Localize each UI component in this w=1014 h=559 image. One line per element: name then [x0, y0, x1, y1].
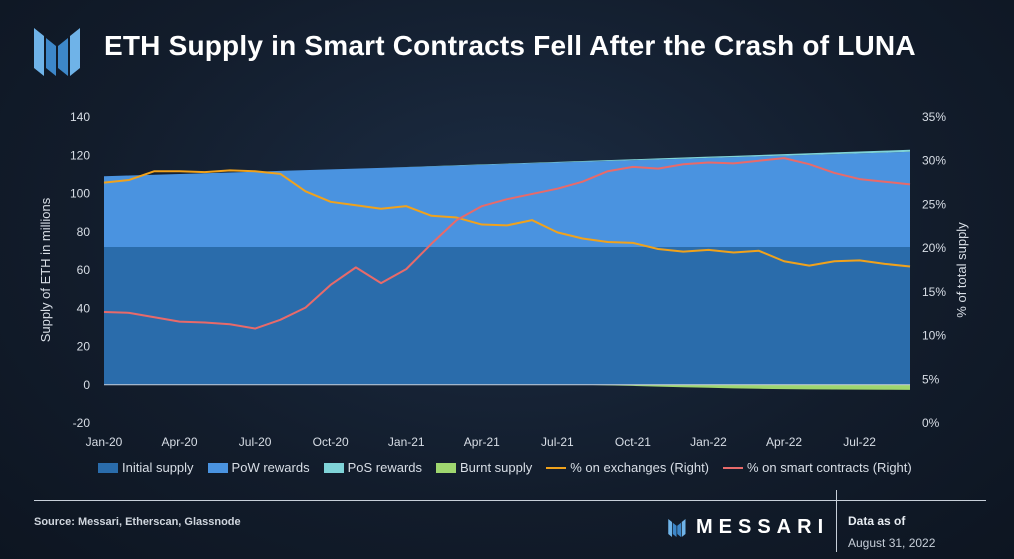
x-tick-label: Oct-21: [615, 435, 651, 449]
y2-tick-label: 0%: [922, 416, 940, 430]
x-tick-label: Jul-21: [541, 435, 574, 449]
y2-axis-label: % of total supply: [954, 222, 969, 318]
legend-swatch: [98, 462, 118, 473]
legend-swatch: [436, 462, 456, 473]
line--on-exchanges-right-: [103, 169, 911, 268]
legend-item: Initial supply: [98, 460, 194, 475]
y2-tick-label: 20%: [922, 241, 946, 255]
legend-swatch: [207, 462, 228, 473]
legend-label: PoS rewards: [347, 460, 422, 475]
chart-legend: Initial supply PoW rewards PoS rewards Burn…: [98, 460, 912, 475]
y2-tick-label: 30%: [922, 154, 946, 168]
legend-label: PoW rewards: [231, 460, 310, 475]
y2-tick-label: 10%: [922, 329, 946, 343]
y2-tick-label: 35%: [922, 110, 946, 124]
y-tick-label: 80: [77, 225, 91, 239]
brand-logo-icon: [668, 518, 686, 537]
page-title: ETH Supply in Smart Contracts Fell After…: [104, 30, 916, 61]
legend-label: Burnt supply: [460, 460, 533, 475]
brand: MESSARI: [668, 516, 829, 539]
chart: 140 120 100 80 60 40 20 0 -20 35% 30% 25% 20% 15% 10% 5…: [38, 110, 969, 449]
y-tick-label: 0: [83, 378, 90, 392]
x-tick-label: Apr-22: [766, 435, 802, 449]
legend-item: % on smart contracts (Right): [723, 460, 912, 475]
x-tick-label: Jan-20: [86, 435, 123, 449]
legend-swatch: [546, 466, 567, 469]
x-tick-label: Apr-20: [162, 435, 198, 449]
legend-label: % on smart contracts (Right): [747, 460, 912, 475]
y-tick-label: 100: [70, 187, 90, 201]
legend-swatch: [323, 462, 344, 473]
y-axis-label: Supply of ETH in millions: [38, 197, 53, 342]
x-tick-label: Jul-22: [843, 435, 876, 449]
source-note: Source: Messari, Etherscan, Glassnode: [34, 516, 241, 528]
y-tick-label: 120: [70, 148, 90, 162]
legend-label: Initial supply: [122, 460, 194, 475]
y2-tick-label: 15%: [922, 285, 946, 299]
legend-item: Burnt supply: [436, 460, 532, 475]
y-tick-label: 40: [77, 301, 91, 315]
x-tick-label: Apr-21: [464, 435, 500, 449]
legend-item: % on exchanges (Right): [546, 460, 709, 475]
y-tick-label: -20: [73, 416, 91, 430]
legend-label: % on exchanges (Right): [570, 460, 710, 475]
area-initial-supply: [104, 247, 910, 385]
footer-divider: [34, 500, 986, 501]
legend-item: PoW rewards: [207, 460, 310, 475]
messari-logo-icon: [34, 28, 80, 76]
y-tick-label: 20: [77, 340, 91, 354]
brand-name: MESSARI: [696, 516, 830, 538]
as-of-date: August 31, 2022: [848, 536, 936, 550]
x-tick-label: Oct-20: [313, 435, 349, 449]
y-tick-label: 140: [70, 110, 90, 124]
legend-item: PoS rewards: [323, 460, 422, 475]
x-tick-label: Jul-20: [239, 435, 272, 449]
x-tick-label: Jan-22: [690, 435, 727, 449]
line--on-smart-contracts-right-: [103, 157, 911, 330]
x-tick-label: Jan-21: [388, 435, 425, 449]
area-burnt-supply: [104, 384, 910, 390]
as-of-label: Data as of: [848, 514, 906, 528]
y2-tick-label: 25%: [922, 197, 946, 211]
legend-swatch: [723, 466, 744, 469]
y-tick-label: 60: [77, 263, 91, 277]
footer-vertical-divider: [836, 490, 837, 552]
y2-tick-label: 5%: [922, 372, 940, 386]
